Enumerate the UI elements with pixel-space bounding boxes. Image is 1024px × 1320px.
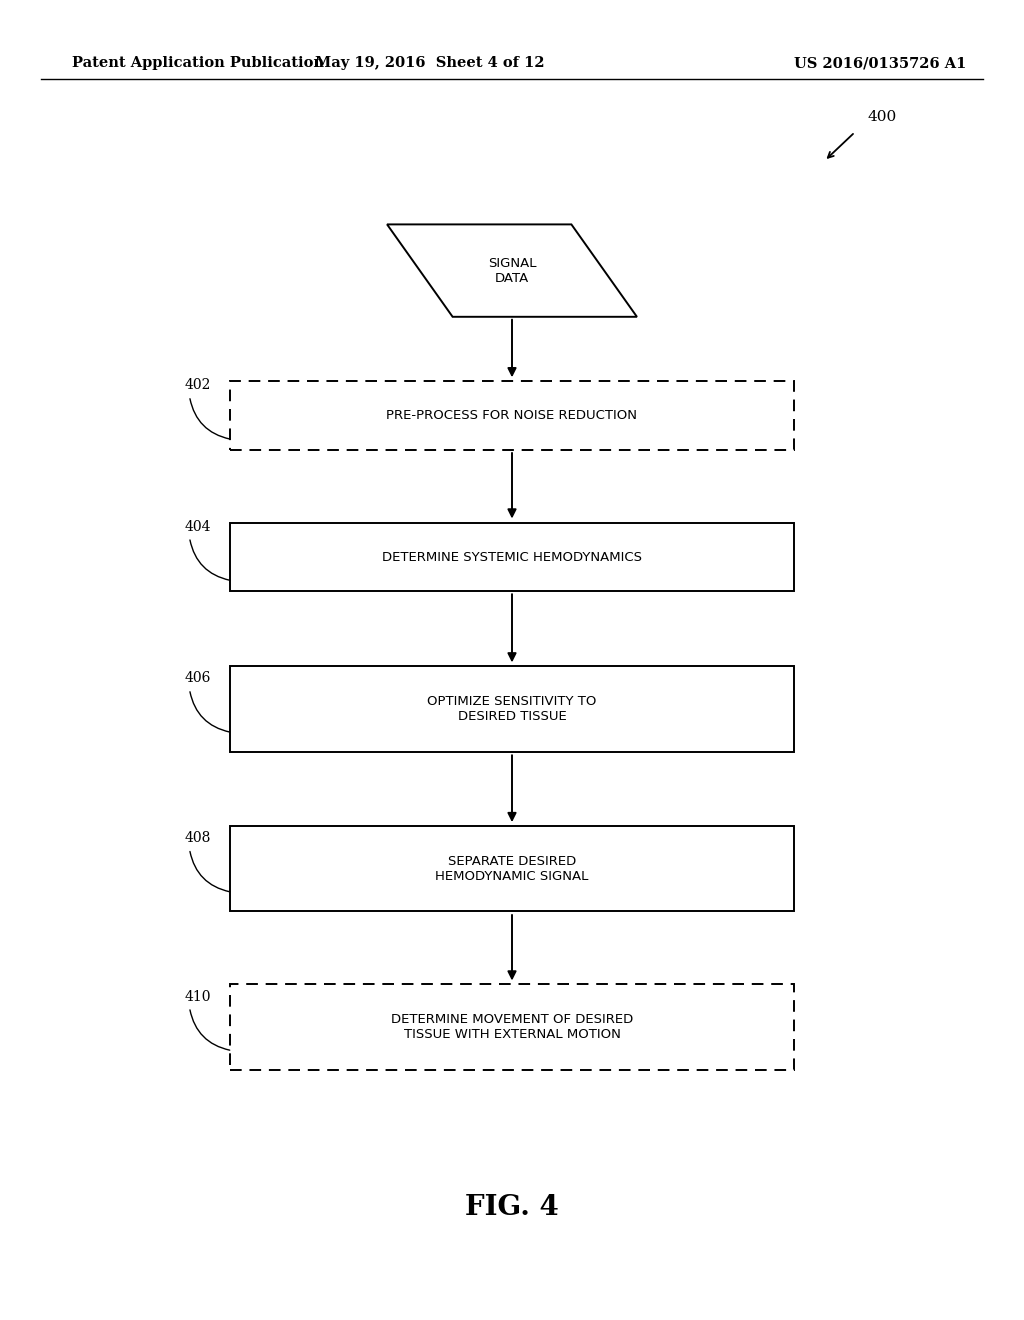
Text: 406: 406	[184, 672, 211, 685]
Text: 408: 408	[184, 832, 211, 845]
Text: DETERMINE SYSTEMIC HEMODYNAMICS: DETERMINE SYSTEMIC HEMODYNAMICS	[382, 550, 642, 564]
Text: PRE-PROCESS FOR NOISE REDUCTION: PRE-PROCESS FOR NOISE REDUCTION	[386, 409, 638, 422]
Text: SIGNAL
DATA: SIGNAL DATA	[487, 256, 537, 285]
Text: 400: 400	[867, 110, 897, 124]
Text: May 19, 2016  Sheet 4 of 12: May 19, 2016 Sheet 4 of 12	[315, 57, 545, 70]
Text: FIG. 4: FIG. 4	[465, 1195, 559, 1221]
Text: 402: 402	[184, 379, 211, 392]
Text: OPTIMIZE SENSITIVITY TO
DESIRED TISSUE: OPTIMIZE SENSITIVITY TO DESIRED TISSUE	[427, 694, 597, 723]
Text: DETERMINE MOVEMENT OF DESIRED
TISSUE WITH EXTERNAL MOTION: DETERMINE MOVEMENT OF DESIRED TISSUE WIT…	[391, 1012, 633, 1041]
Text: SEPARATE DESIRED
HEMODYNAMIC SIGNAL: SEPARATE DESIRED HEMODYNAMIC SIGNAL	[435, 854, 589, 883]
Text: 404: 404	[184, 520, 211, 533]
Text: Patent Application Publication: Patent Application Publication	[72, 57, 324, 70]
Text: US 2016/0135726 A1: US 2016/0135726 A1	[795, 57, 967, 70]
Text: 410: 410	[184, 990, 211, 1003]
